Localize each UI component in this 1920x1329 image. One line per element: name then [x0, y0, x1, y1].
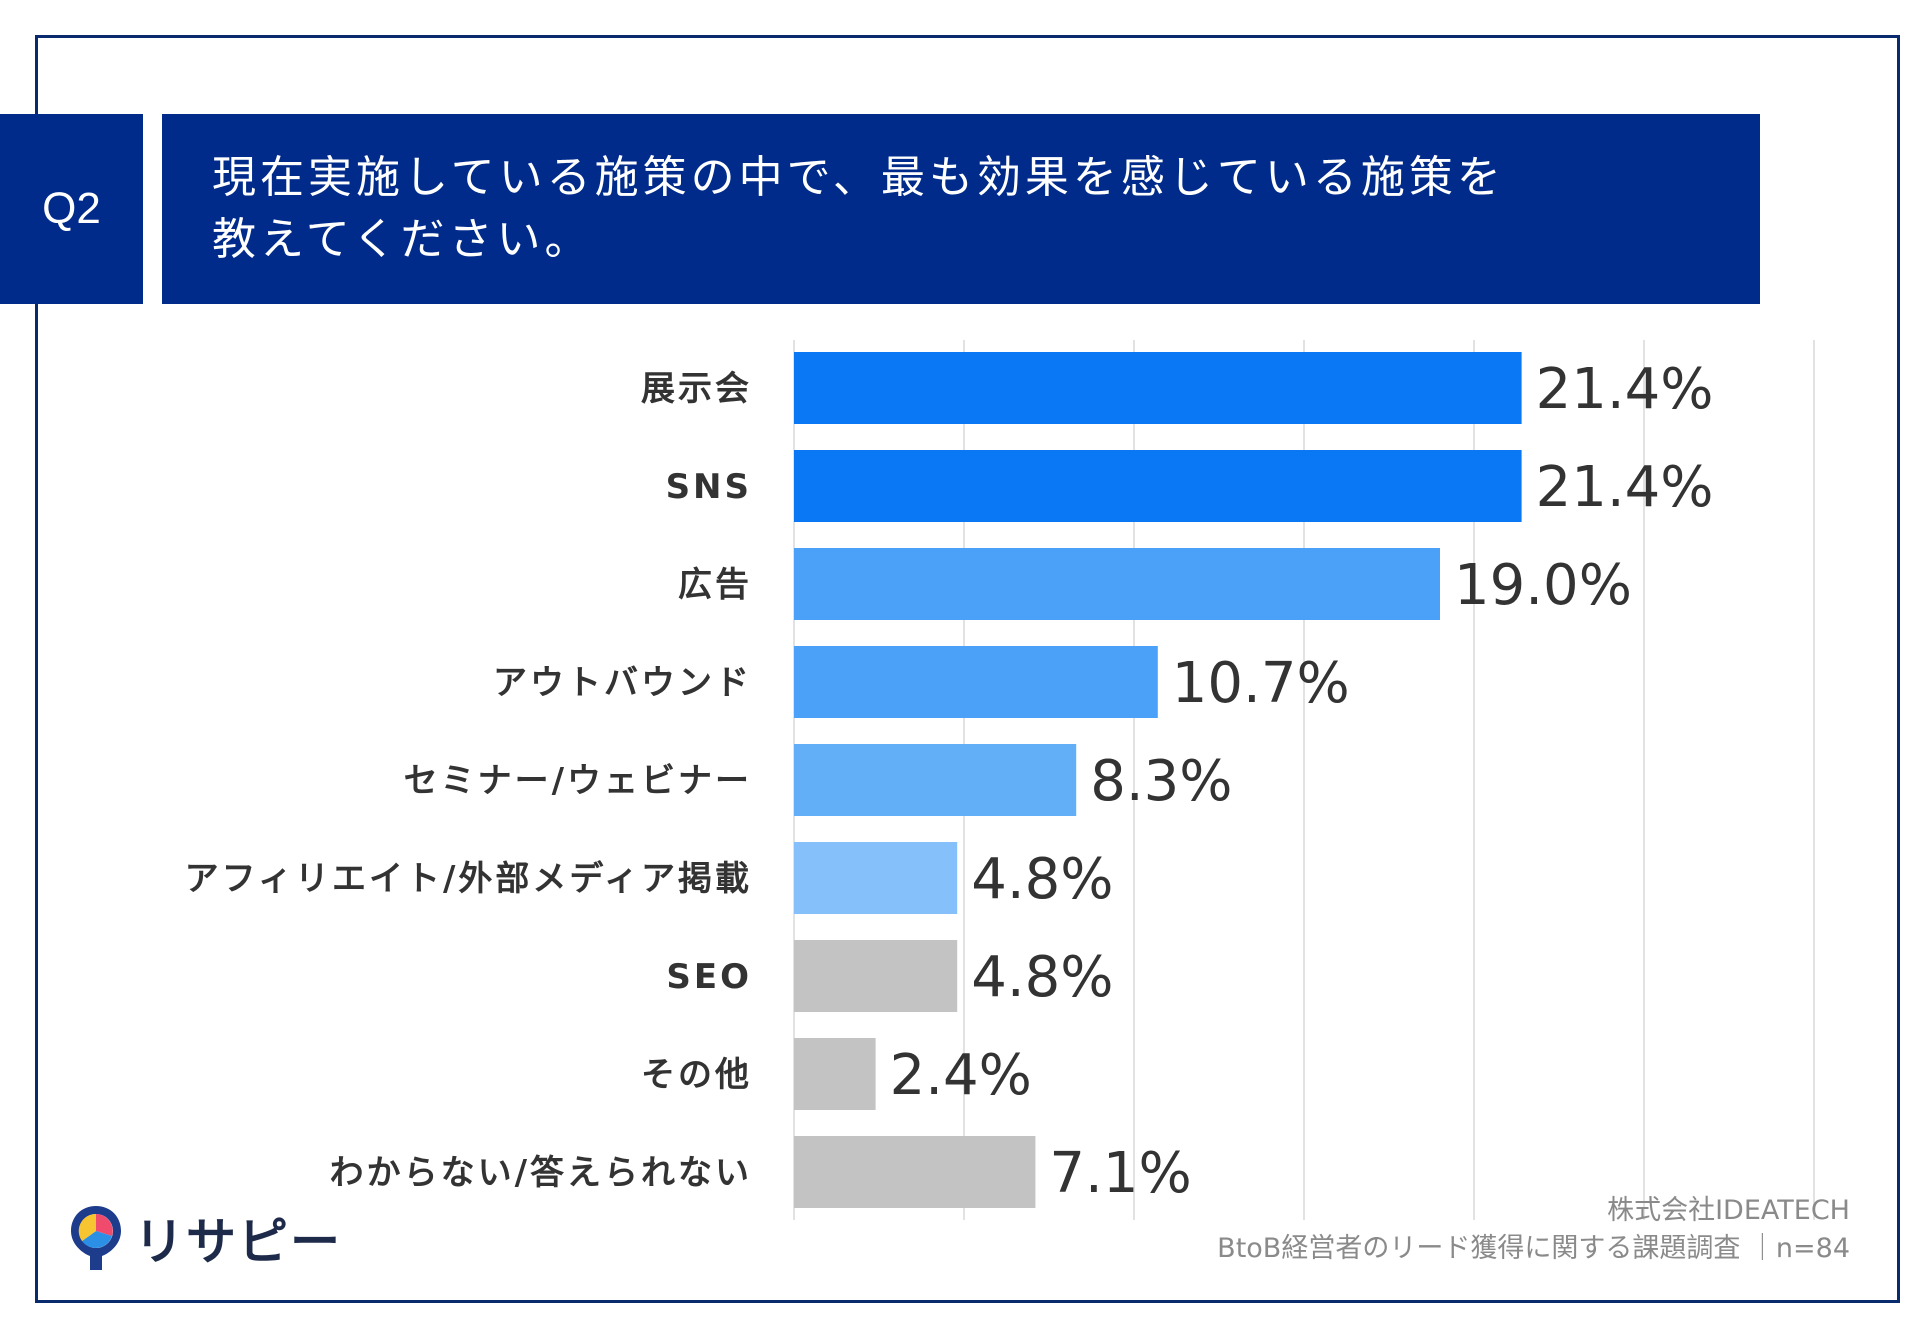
question-number-label: Q2 [42, 184, 101, 233]
category-label: SEO [666, 957, 752, 997]
bar [794, 940, 958, 1012]
footer-survey: BtoB経営者のリード獲得に関する課題調査 ｜n=84 [1217, 1233, 1850, 1264]
category-label: 展示会 [641, 369, 752, 409]
bar [794, 450, 1522, 522]
value-label: 21.4% [1536, 357, 1714, 422]
logo-text: リサピー [134, 1213, 342, 1271]
bar [794, 1136, 1036, 1208]
chart-frame [35, 35, 1900, 1303]
category-label: アウトバウンド [493, 663, 752, 703]
question-title-line2: 教えてください。 [212, 214, 593, 265]
category-label: アフィリエイト/外部メディア掲載 [185, 859, 752, 899]
value-label: 19.0% [1454, 553, 1632, 618]
bar [794, 646, 1158, 718]
logo: リサピー [68, 1202, 342, 1274]
category-label: わからない/答えられない [330, 1153, 752, 1193]
bar [794, 842, 958, 914]
value-label: 4.8% [971, 847, 1113, 912]
question-title-line1: 現在実施している施策の中で、最も効果を感じている施策を [212, 152, 1505, 203]
bar [794, 548, 1440, 620]
category-label: セミナー/ウェビナー [404, 761, 752, 801]
value-label: 7.1% [1049, 1141, 1191, 1206]
value-label: 4.8% [971, 945, 1113, 1010]
footer: 株式会社IDEATECH BtoB経営者のリード獲得に関する課題調査 ｜n=84 [1217, 1192, 1850, 1268]
footer-company: 株式会社IDEATECH [1607, 1195, 1850, 1226]
category-label: その他 [641, 1055, 752, 1095]
question-number: Q2 [0, 114, 143, 304]
pin-logo-icon [71, 1206, 121, 1270]
value-label: 21.4% [1536, 455, 1714, 520]
category-label: 広告 [678, 565, 752, 605]
bar [794, 1038, 876, 1110]
question-title: 現在実施している施策の中で、最も効果を感じている施策を 教えてください。 [162, 114, 1760, 304]
category-label: SNS [666, 467, 752, 507]
value-label: 10.7% [1172, 651, 1350, 716]
value-label: 8.3% [1090, 749, 1232, 814]
bar [794, 744, 1077, 816]
value-label: 2.4% [890, 1043, 1032, 1108]
bar [794, 352, 1522, 424]
